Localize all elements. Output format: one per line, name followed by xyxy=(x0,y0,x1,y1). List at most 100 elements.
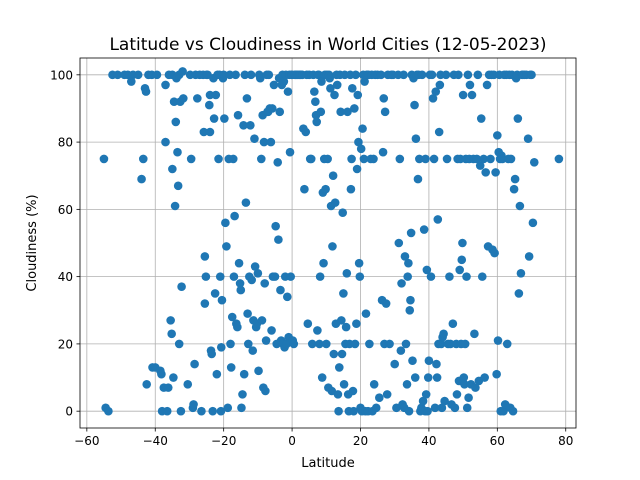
data-point xyxy=(423,373,433,382)
data-point xyxy=(381,299,391,308)
data-point xyxy=(424,356,434,366)
y-tick-label: 0 xyxy=(65,405,73,419)
data-point xyxy=(472,154,482,164)
data-point xyxy=(523,134,533,144)
data-point xyxy=(168,164,177,174)
data-point xyxy=(271,221,280,231)
data-point xyxy=(216,342,226,352)
y-axis-ticks: 0 20 40 60 80 100 xyxy=(50,68,80,419)
x-tick-label: −60 xyxy=(74,434,99,448)
data-point xyxy=(227,312,237,322)
data-point xyxy=(437,403,447,413)
data-point xyxy=(459,373,469,382)
data-point xyxy=(346,184,356,194)
x-axis-label: Latitude xyxy=(301,456,355,471)
data-point xyxy=(415,154,424,164)
data-point xyxy=(347,154,356,164)
data-point xyxy=(137,174,146,184)
data-point xyxy=(197,406,206,416)
data-point xyxy=(333,390,343,399)
data-point xyxy=(169,97,179,107)
data-point xyxy=(429,154,439,164)
data-point xyxy=(376,70,386,80)
data-point xyxy=(427,70,437,80)
data-point xyxy=(285,147,295,157)
data-point xyxy=(454,70,463,80)
data-point xyxy=(458,238,467,248)
data-point xyxy=(467,90,477,100)
data-point xyxy=(515,201,525,211)
data-point xyxy=(434,127,444,137)
data-point xyxy=(403,272,413,281)
data-point xyxy=(341,322,351,332)
data-point xyxy=(413,174,423,184)
x-tick-label: 80 xyxy=(558,434,573,448)
data-point xyxy=(173,181,183,191)
data-point xyxy=(330,198,340,207)
data-point xyxy=(481,168,490,177)
data-point xyxy=(422,265,432,275)
data-point xyxy=(300,184,309,194)
data-point xyxy=(169,373,178,382)
data-point xyxy=(220,114,229,123)
data-point xyxy=(276,285,285,295)
data-point xyxy=(408,356,417,366)
data-point xyxy=(312,117,322,127)
data-point xyxy=(210,289,220,298)
data-point xyxy=(455,265,464,275)
data-point xyxy=(457,255,467,265)
data-point xyxy=(353,90,363,100)
data-point xyxy=(369,154,378,164)
data-point xyxy=(241,198,251,207)
data-point xyxy=(350,104,359,113)
data-point xyxy=(440,396,449,406)
data-point xyxy=(379,94,389,103)
data-point xyxy=(256,154,266,164)
data-point xyxy=(482,80,492,90)
data-point xyxy=(329,349,339,359)
data-point xyxy=(334,363,344,372)
data-point xyxy=(336,107,345,117)
data-point xyxy=(473,70,483,80)
data-point xyxy=(99,154,109,164)
data-point xyxy=(404,406,414,416)
data-point xyxy=(339,289,348,298)
data-point xyxy=(138,154,148,164)
data-point xyxy=(464,393,473,403)
data-point xyxy=(223,403,233,413)
data-point xyxy=(307,339,317,349)
data-point xyxy=(162,406,172,416)
data-point xyxy=(178,67,187,76)
data-point xyxy=(237,403,246,413)
data-point xyxy=(410,373,420,382)
data-point xyxy=(323,154,332,164)
data-point xyxy=(211,90,221,100)
data-point xyxy=(506,154,516,164)
data-point xyxy=(509,184,519,194)
data-point xyxy=(480,373,489,382)
data-point xyxy=(348,386,358,396)
data-point xyxy=(228,154,238,164)
data-point xyxy=(243,309,252,318)
data-point xyxy=(339,379,349,389)
data-point xyxy=(246,70,256,80)
data-point xyxy=(230,211,239,221)
x-tick-label: 60 xyxy=(490,434,505,448)
data-point xyxy=(499,406,508,416)
data-point xyxy=(458,90,468,100)
data-point xyxy=(250,134,259,144)
x-tick-label: −40 xyxy=(143,434,168,448)
x-tick-label: 20 xyxy=(353,434,368,448)
data-point xyxy=(104,406,113,416)
data-point xyxy=(275,107,285,117)
data-point xyxy=(406,228,416,238)
data-point xyxy=(163,383,173,392)
data-point xyxy=(255,73,265,83)
data-point xyxy=(337,316,346,325)
data-point xyxy=(463,70,473,80)
data-point xyxy=(502,339,512,349)
data-point xyxy=(257,316,267,325)
data-point xyxy=(234,258,244,268)
y-tick-label: 80 xyxy=(58,136,73,150)
data-point xyxy=(319,258,328,268)
